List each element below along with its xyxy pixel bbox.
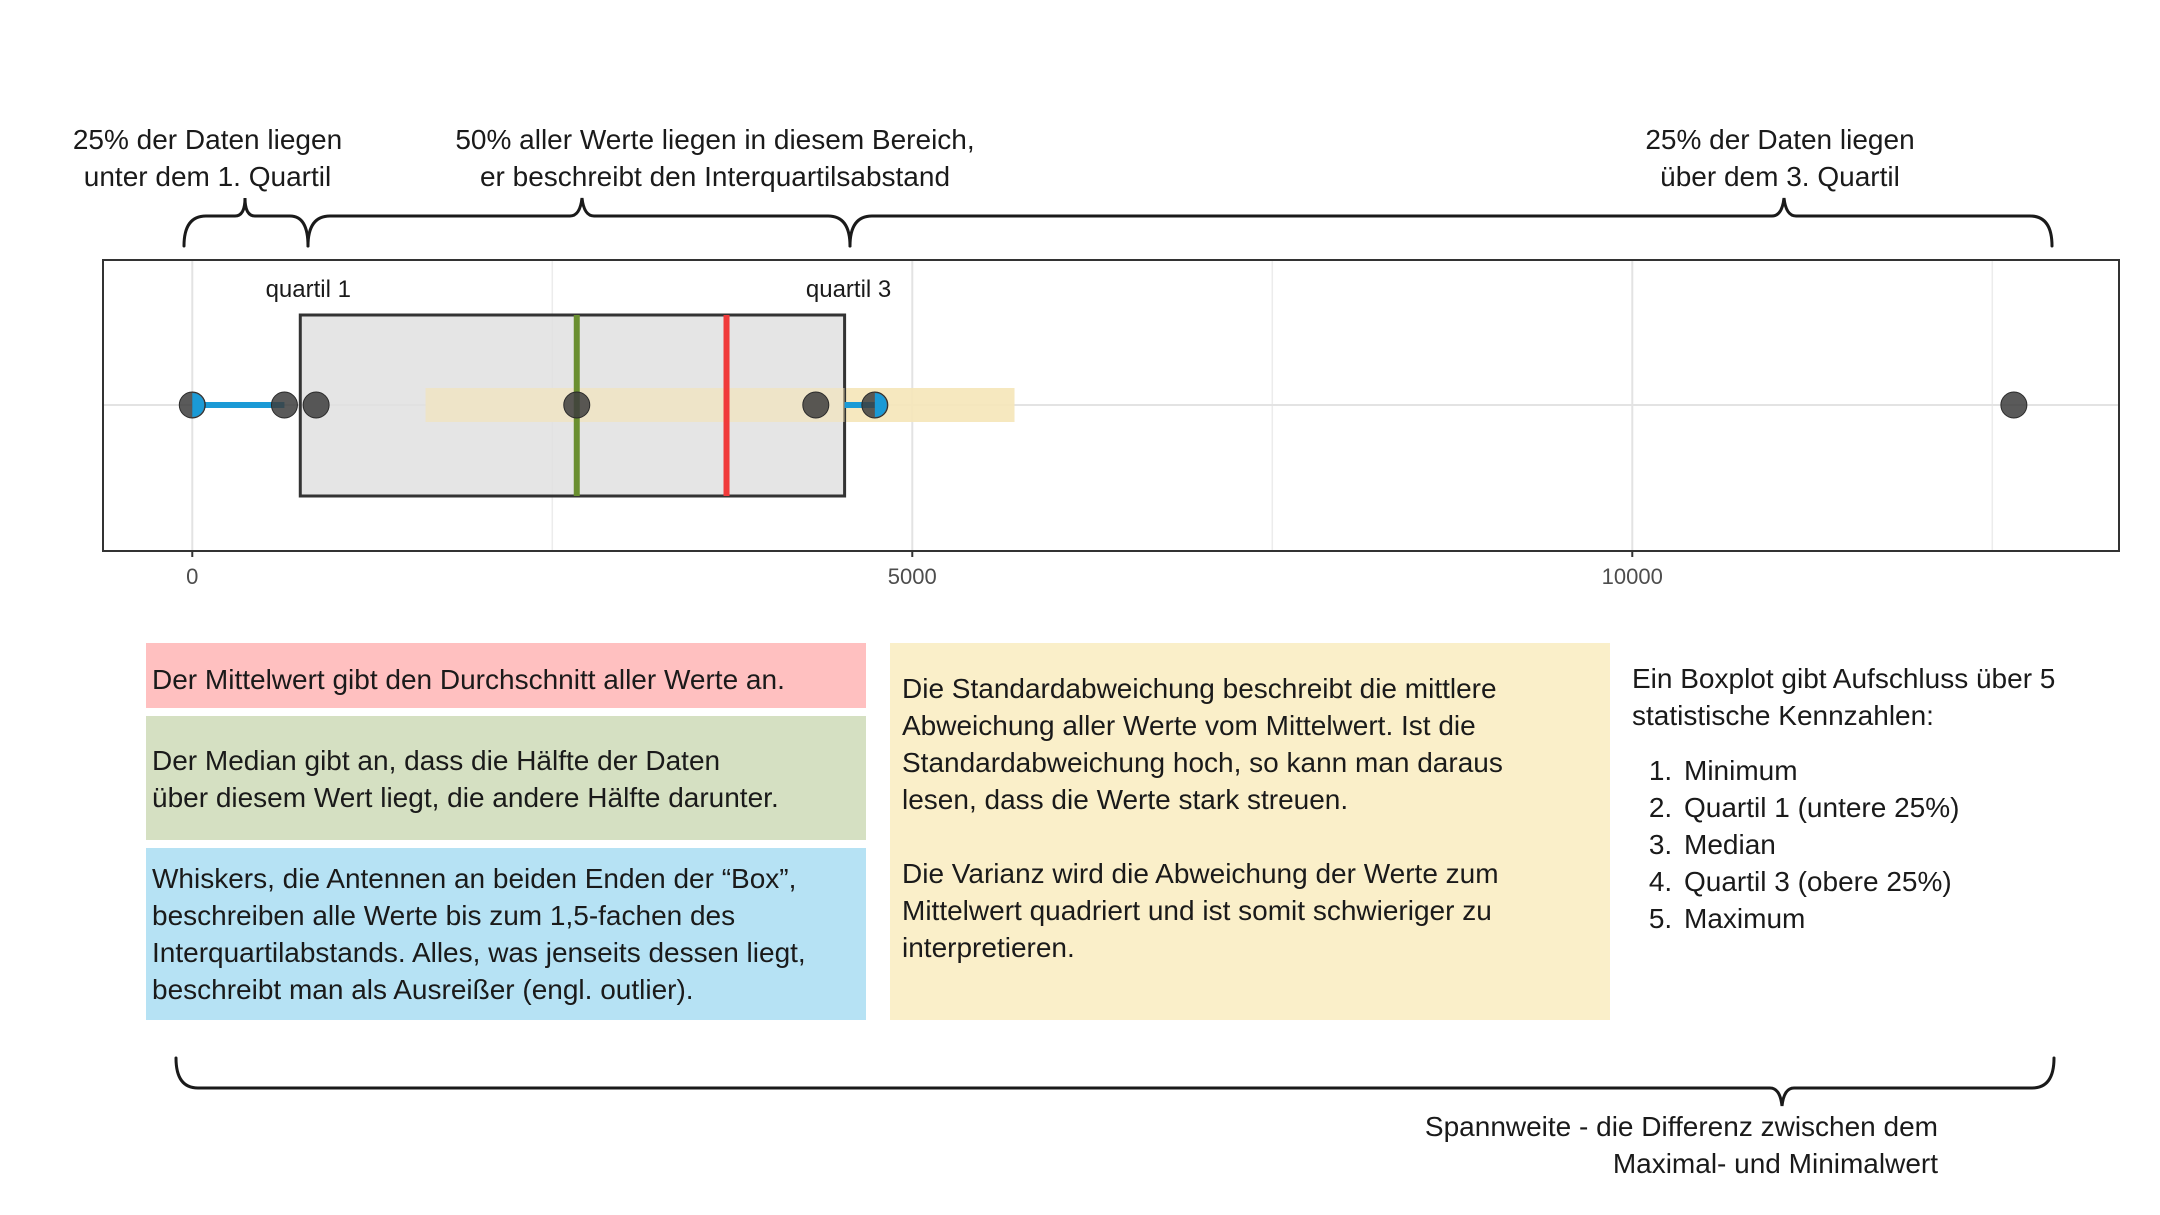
quartile-1-label: quartil 1 bbox=[266, 276, 351, 303]
annotation-iqr-line1: 50% aller Werte liegen in diesem Bereich… bbox=[455, 124, 975, 155]
summary-item-maximum: Maximum bbox=[1680, 900, 2132, 937]
std-info-panel: Die Standardabweichung beschreibt die mi… bbox=[890, 643, 1610, 1020]
whisker-end-marker bbox=[192, 393, 205, 417]
mean-info-text: Der Mittelwert gibt den Durchschnitt all… bbox=[152, 664, 785, 695]
annotation-upper-quartile: 25% der Daten liegen über dem 3. Quartil bbox=[1580, 121, 1980, 195]
whiskers-info-line2: beschreiben alle Werte bis zum 1,5-fache… bbox=[152, 900, 736, 931]
annotation-upper-quartile-line1: 25% der Daten liegen bbox=[1645, 124, 1915, 155]
variance-info-line3: interpretieren. bbox=[902, 932, 1075, 963]
brace-range bbox=[174, 1056, 2056, 1107]
std-info-line3: Standardabweichung hoch, so kann man dar… bbox=[902, 747, 1503, 778]
x-tick-label: 0 bbox=[186, 564, 198, 589]
x-tick-label: 10000 bbox=[1602, 564, 1663, 589]
std-info-line4: lesen, dass die Werte stark streuen. bbox=[902, 784, 1349, 815]
annotation-lower-quartile-line1: 25% der Daten liegen bbox=[72, 124, 343, 155]
annotation-range-line2: Maximal- und Minimalwert bbox=[1612, 1148, 1938, 1179]
summary-panel: Ein Boxplot gibt Aufschluss über 5 stati… bbox=[1632, 660, 2132, 937]
quartile-3-label: quartil 3 bbox=[806, 276, 891, 303]
x-tick-label: 5000 bbox=[888, 564, 937, 589]
annotation-lower-quartile: 25% der Daten liegen unter dem 1. Quarti… bbox=[40, 121, 375, 195]
summary-item-quartile-3: Quartil 3 (obere 25%) bbox=[1680, 863, 2132, 900]
annotation-upper-quartile-line2: über dem 3. Quartil bbox=[1660, 161, 1900, 192]
summary-intro-line2: statistische Kennzahlen: bbox=[1632, 700, 1934, 731]
median-info-line1: Der Median gibt an, dass die Hälfte der … bbox=[152, 745, 721, 776]
std-info-line1: Die Standardabweichung beschreibt die mi… bbox=[902, 673, 1497, 704]
whiskers-info-line4: beschreibt man als Ausreißer (engl. outl… bbox=[152, 974, 694, 1005]
summary-item-quartile-1: Quartil 1 (untere 25%) bbox=[1680, 789, 2132, 826]
std-info-line2: Abweichung aller Werte vom Mittelwert. I… bbox=[902, 710, 1476, 741]
annotation-range: Spannweite - die Differenz zwischen dem … bbox=[1425, 1108, 1938, 1182]
top-braces bbox=[182, 197, 2054, 248]
brace-upper-quartile bbox=[848, 197, 2054, 248]
annotation-iqr-line2: er beschreibt den Interquartilsabstand bbox=[479, 161, 951, 192]
plot-area: quartil 1 quartil 3 0 5000 10000 bbox=[102, 259, 2120, 589]
summary-item-median: Median bbox=[1680, 826, 2132, 863]
data-point bbox=[802, 391, 830, 419]
annotation-iqr: 50% aller Werte liegen in diesem Bereich… bbox=[395, 121, 1035, 195]
annotation-range-line1: Spannweite - die Differenz zwischen dem bbox=[1424, 1111, 1938, 1142]
median-info-panel: Der Median gibt an, dass die Hälfte der … bbox=[146, 716, 866, 840]
data-point bbox=[270, 391, 298, 419]
mean-info-panel: Der Mittelwert gibt den Durchschnitt all… bbox=[146, 643, 866, 708]
std-deviation-band-overlay bbox=[425, 388, 845, 422]
data-point bbox=[2000, 391, 2028, 419]
annotation-lower-quartile-line2: unter dem 1. Quartil bbox=[83, 161, 332, 192]
whiskers-info-panel: Whiskers, die Antennen an beiden Enden d… bbox=[146, 848, 866, 1020]
summary-intro-line1: Ein Boxplot gibt Aufschluss über 5 bbox=[1632, 663, 2056, 694]
summary-list: Minimum Quartil 1 (untere 25%) Median Qu… bbox=[1632, 752, 2132, 937]
brace-iqr bbox=[306, 197, 852, 248]
whiskers-info-line1: Whiskers, die Antennen an beiden Enden d… bbox=[152, 863, 797, 894]
variance-info-line2: Mittelwert quadriert und ist somit schwi… bbox=[902, 895, 1492, 926]
variance-info-line1: Die Varianz wird die Abweichung der Wert… bbox=[902, 858, 1499, 889]
summary-item-minimum: Minimum bbox=[1680, 752, 2132, 789]
bottom-brace bbox=[174, 1056, 2056, 1107]
brace-lower-quartile bbox=[182, 197, 310, 248]
data-point bbox=[302, 391, 330, 419]
median-info-line2: über diesem Wert liegt, die andere Hälft… bbox=[152, 782, 779, 813]
whisker-end-marker bbox=[874, 393, 887, 417]
whiskers-info-line3: Interquartilabstands. Alles, was jenseit… bbox=[152, 937, 806, 968]
data-point bbox=[563, 391, 591, 419]
